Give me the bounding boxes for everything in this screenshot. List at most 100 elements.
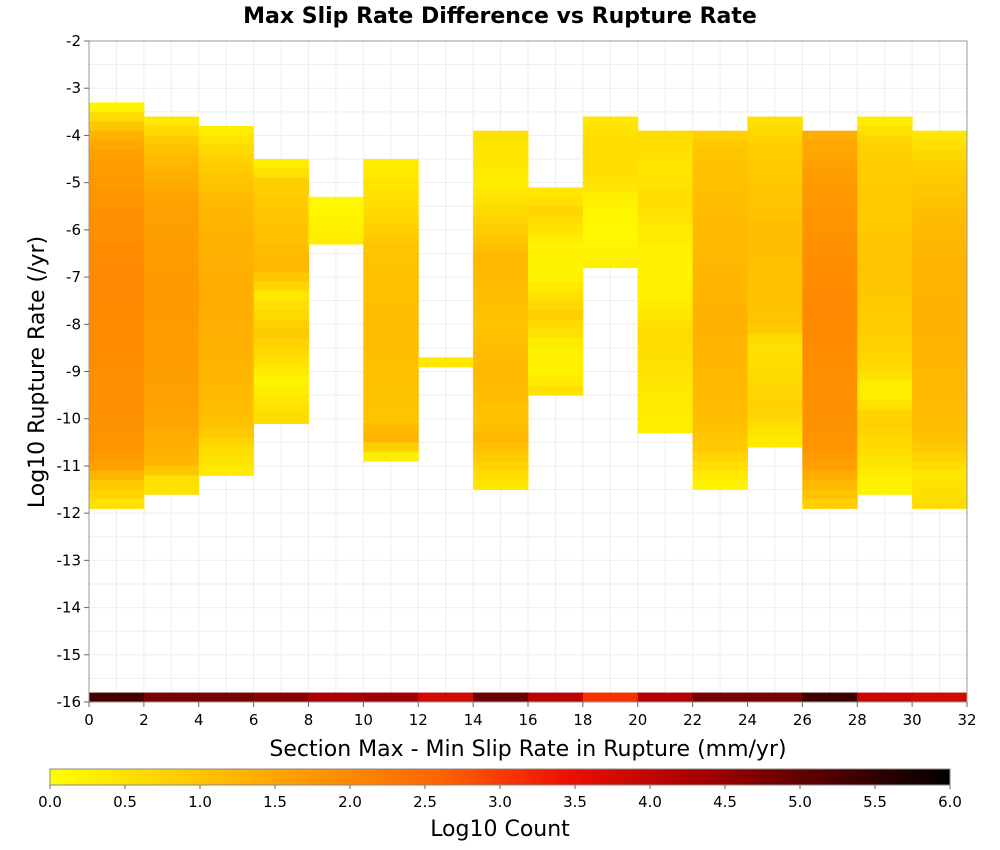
x-tick-label: 24 — [738, 711, 757, 729]
heatmap-cell — [89, 234, 145, 245]
colorbar-tick-label: 2.0 — [338, 793, 362, 811]
heatmap-cell — [198, 447, 255, 457]
heatmap-cell — [253, 413, 309, 424]
heatmap-cell — [308, 206, 364, 217]
heatmap-cell — [89, 404, 145, 415]
x-tick-label: 26 — [793, 711, 812, 729]
heatmap-cell — [747, 220, 803, 231]
heatmap-cell — [912, 338, 968, 349]
heatmap-cell — [363, 329, 419, 339]
heatmap-cell — [637, 395, 694, 406]
heatmap-cell — [912, 253, 968, 264]
heatmap-cell — [637, 366, 694, 377]
x-tick-label: 8 — [304, 711, 314, 729]
heatmap-cell — [747, 324, 803, 335]
heatmap-cell — [363, 366, 419, 377]
heatmap-cell — [363, 404, 419, 415]
heatmap-cell — [363, 442, 419, 453]
heatmap-cell — [857, 229, 913, 240]
heatmap-cell — [582, 144, 639, 155]
heatmap-cell — [143, 390, 200, 401]
heatmap-cell — [89, 489, 145, 500]
heatmap-cell — [857, 220, 913, 231]
heatmap-cell — [198, 305, 255, 316]
heatmap-cell — [747, 239, 803, 250]
heatmap-cell — [912, 319, 968, 330]
heatmap-cell — [473, 187, 529, 198]
heatmap-cell — [912, 395, 968, 406]
heatmap-cell — [198, 258, 255, 269]
heatmap-cell — [198, 125, 255, 136]
heatmap-cell — [802, 310, 858, 321]
heatmap-cell — [857, 295, 913, 306]
heatmap-cell — [637, 177, 694, 188]
heatmap-cell — [253, 225, 309, 236]
heatmap-cell — [143, 456, 200, 467]
x-tick-label: 28 — [848, 711, 867, 729]
heatmap-cell — [198, 248, 255, 259]
heatmap-cell — [692, 149, 748, 160]
heatmap-cell — [473, 432, 529, 443]
heatmap-cell — [857, 390, 913, 401]
heatmap-cell — [692, 272, 748, 283]
heatmap-cell — [528, 244, 584, 254]
heatmap-cell — [802, 498, 858, 509]
heatmap-cell — [692, 329, 748, 339]
heatmap-cell — [637, 310, 694, 321]
heatmap-cell — [528, 376, 584, 387]
heatmap-cell — [89, 159, 145, 169]
y-tick-label: -7 — [66, 268, 81, 286]
heatmap-cell — [857, 362, 913, 372]
heatmap-cell — [473, 206, 529, 217]
heatmap-cell — [198, 239, 255, 250]
heatmap-cell — [582, 229, 639, 240]
heatmap-cell — [692, 300, 748, 311]
heatmap-cell — [582, 182, 639, 193]
heatmap-cell — [363, 159, 419, 169]
heatmap-cell — [802, 291, 858, 302]
heatmap-cell — [143, 295, 200, 306]
heatmap-cell — [198, 437, 255, 448]
heatmap-cell — [747, 305, 803, 316]
heatmap-cell — [143, 437, 200, 448]
heatmap-cell — [857, 248, 913, 259]
colorbar-tick-label: 0.0 — [38, 793, 62, 811]
heatmap-cell — [912, 385, 968, 396]
heatmap-cell — [857, 380, 913, 391]
heatmap-cell — [198, 201, 255, 212]
heatmap-cell — [89, 253, 145, 264]
heatmap-cell — [418, 357, 474, 368]
heatmap-cell — [912, 404, 968, 415]
heatmap-cell — [89, 385, 145, 396]
heatmap-cell — [253, 244, 309, 254]
heatmap-cell — [89, 140, 145, 151]
heatmap-cell — [363, 187, 419, 198]
y-tick-label: -10 — [57, 410, 82, 428]
heatmap-cell — [253, 291, 309, 302]
heatmap-cell — [912, 376, 968, 387]
heatmap-cell — [692, 168, 748, 179]
heatmap-cell — [198, 210, 255, 221]
heatmap-cell — [198, 399, 255, 410]
heatmap-cell — [143, 248, 200, 259]
heatmap-cell — [473, 461, 529, 472]
heatmap-cell — [143, 239, 200, 250]
heatmap-cell — [912, 140, 968, 151]
colorbar-tick-label: 5.5 — [863, 793, 887, 811]
heatmap-cell — [857, 135, 913, 146]
heatmap-cell — [802, 159, 858, 169]
heatmap-cell — [473, 262, 529, 273]
heatmap-cell — [747, 125, 803, 136]
colorbar-tick-label: 3.5 — [563, 793, 587, 811]
heatmap-cell — [747, 267, 803, 278]
heatmap-cell — [89, 470, 145, 481]
heatmap-cell — [363, 234, 419, 245]
heatmap-cell — [528, 225, 584, 236]
heatmap-cell — [582, 258, 639, 269]
heatmap-cell — [637, 300, 694, 311]
heatmap-cell — [802, 347, 858, 358]
heatmap-cell — [528, 366, 584, 377]
heatmap-cell — [912, 244, 968, 254]
heatmap-cell — [857, 399, 913, 410]
x-tick-label: 10 — [354, 711, 373, 729]
